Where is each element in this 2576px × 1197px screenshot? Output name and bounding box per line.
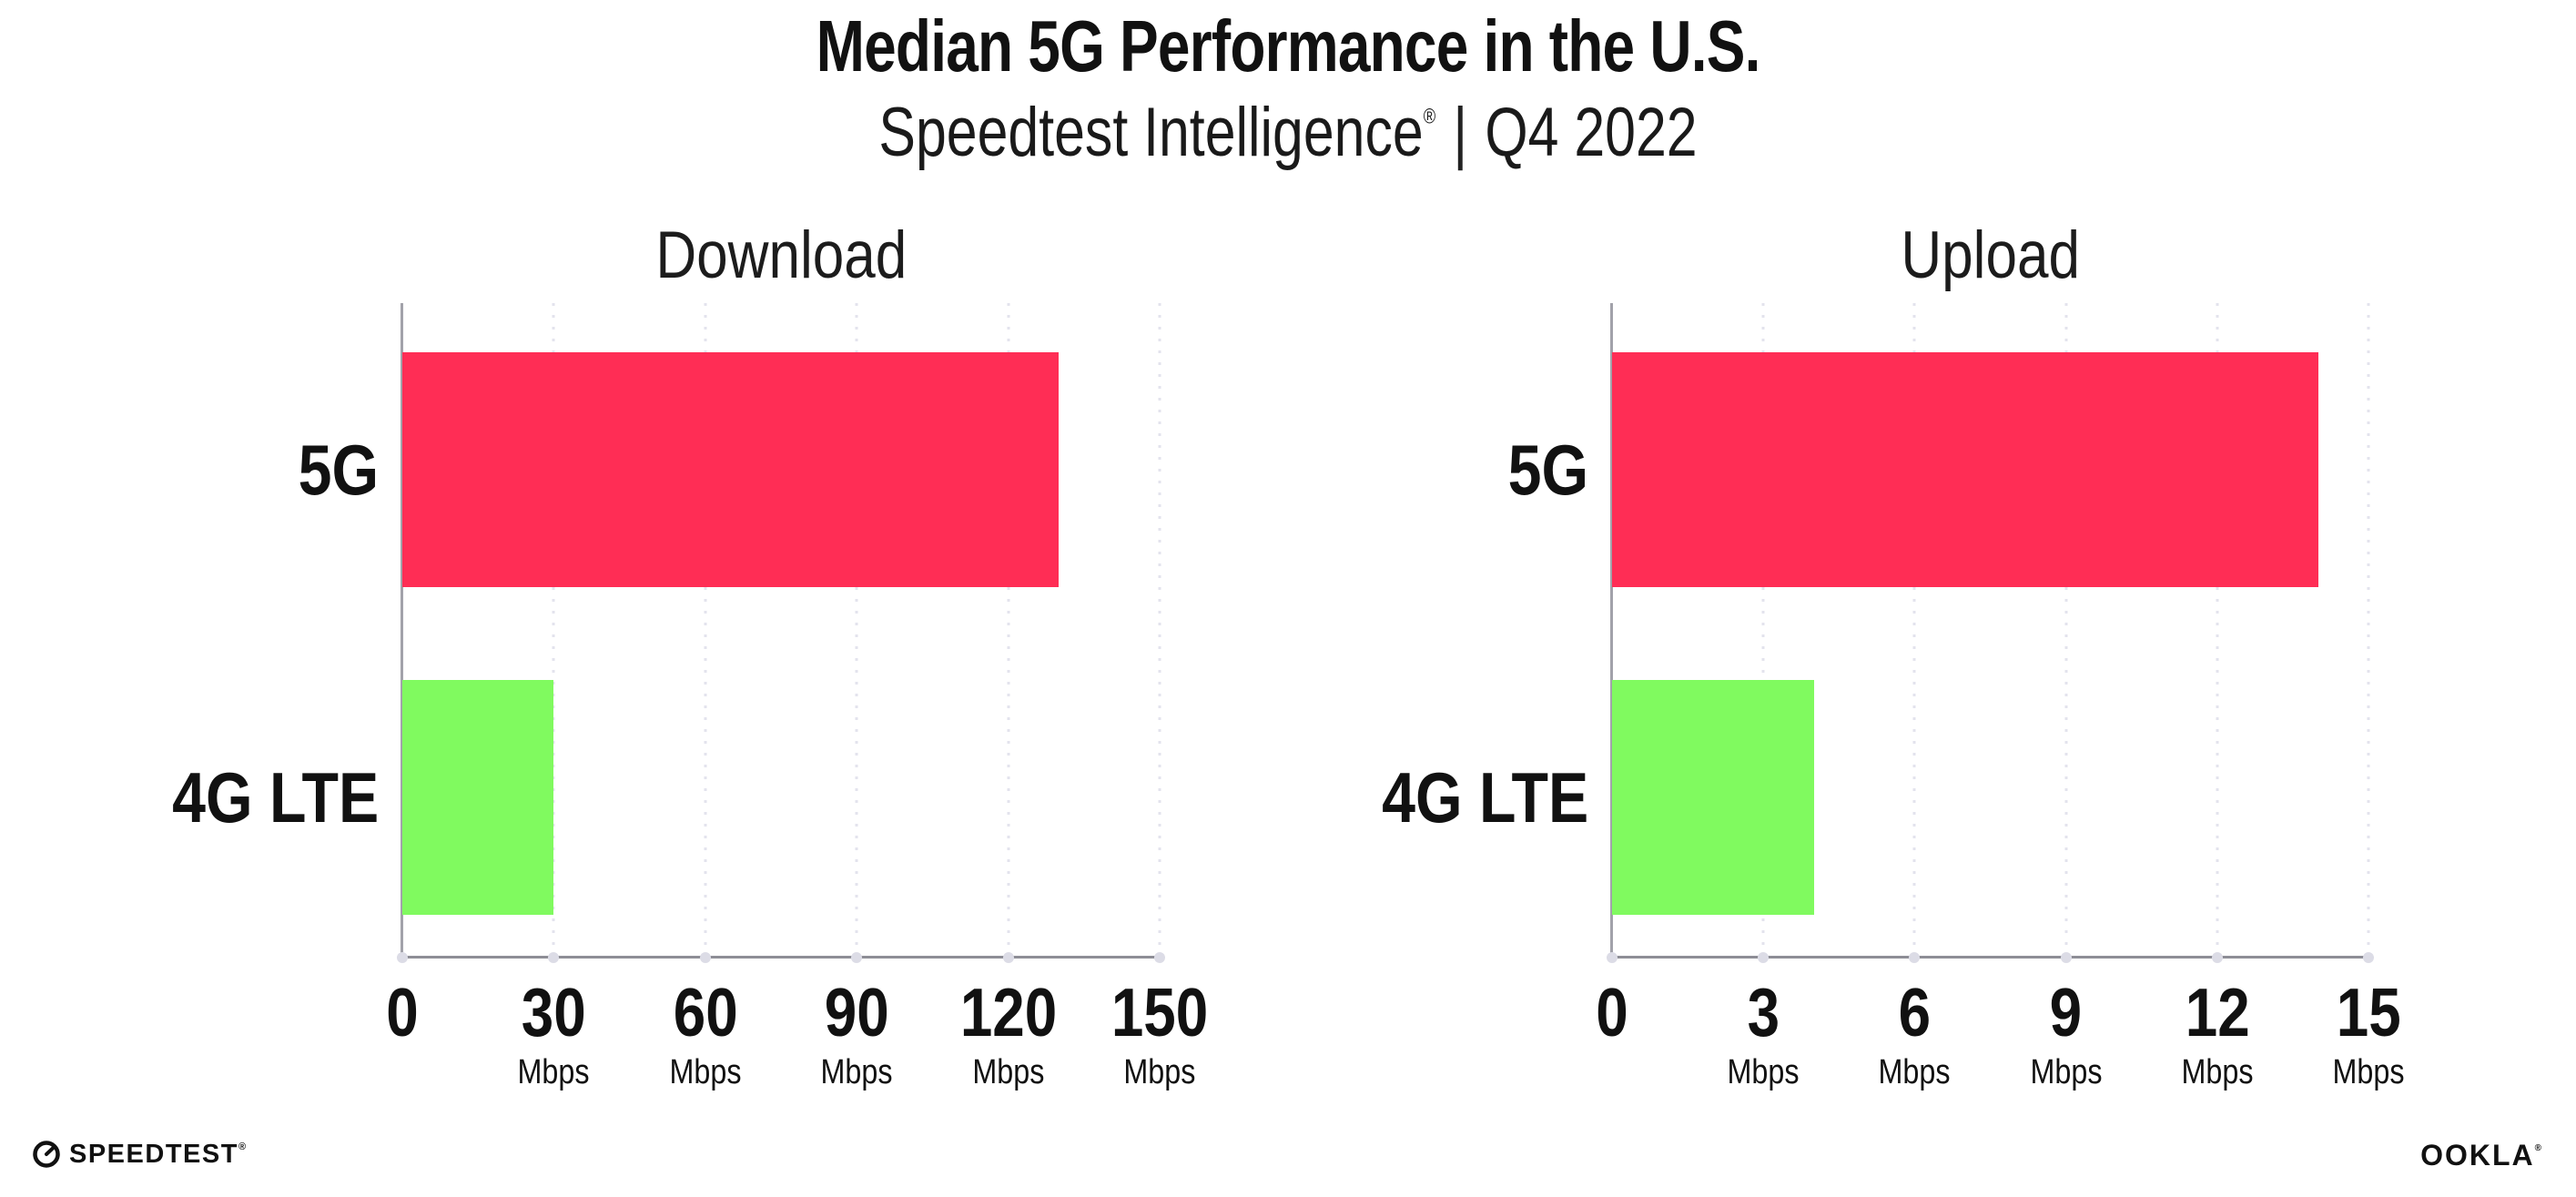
speedtest-logo: SPEEDTEST® <box>32 1140 248 1169</box>
ookla-logo: OOKLA® <box>2420 1141 2543 1170</box>
gridline-3-mbps <box>1761 303 1765 956</box>
x-tick-label-60: 60 Mbps <box>663 979 747 1090</box>
axis-tick-dot <box>1758 952 1770 963</box>
bar-5g-upload <box>1612 352 2318 587</box>
upload-y-axis-line <box>1610 303 1613 959</box>
y-category-label-5g: 5G <box>298 430 379 510</box>
gridline-90-mbps <box>855 303 858 956</box>
download-chart-title-text: Download <box>655 218 907 292</box>
y-category-label-4g-lte: 4G LTE <box>1381 757 1588 837</box>
x-tick-unit: Mbps <box>972 1053 1045 1091</box>
x-tick-unit: Mbps <box>2181 1053 2254 1091</box>
page-title-text: Median 5G Performance in the U.S. <box>816 5 1761 86</box>
x-tick-unit: Mbps <box>669 1053 742 1091</box>
x-tick-label-6: 6 Mbps <box>1872 979 1957 1090</box>
x-tick-label-120: 120 Mbps <box>951 979 1065 1090</box>
x-tick-label-9: 9 Mbps <box>2023 979 2108 1090</box>
gridline-30-mbps <box>552 303 555 956</box>
axis-tick-dot <box>1607 952 1618 963</box>
x-tick-label-30: 30 Mbps <box>512 979 596 1090</box>
x-tick-value: 12 <box>2185 974 2250 1050</box>
page-subtitle-text: Speedtest Intelligence® | Q4 2022 <box>878 98 1697 167</box>
axis-tick-dot <box>1154 952 1165 963</box>
speedtest-label: SPEEDTEST <box>69 1139 238 1169</box>
y-category-label-4g-lte: 4G LTE <box>171 757 379 837</box>
registered-trademark-symbol: ® <box>1423 104 1436 128</box>
x-tick-value: 90 <box>824 974 889 1050</box>
ookla-label: OOKLA <box>2420 1139 2535 1172</box>
x-tick-value: 15 <box>2336 974 2401 1050</box>
gridline-60-mbps <box>704 303 707 956</box>
x-tick-unit: Mbps <box>517 1053 590 1091</box>
x-tick-unit: Mbps <box>2332 1053 2405 1091</box>
x-tick-label-90: 90 Mbps <box>815 979 899 1090</box>
axis-tick-dot <box>1002 952 1014 963</box>
x-tick-unit: Mbps <box>2030 1053 2103 1091</box>
bar-4g-lte-upload <box>1612 680 1814 915</box>
x-tick-value: 3 <box>1747 974 1780 1050</box>
x-tick-unit: Mbps <box>820 1053 893 1091</box>
axis-tick-dot <box>397 952 408 963</box>
x-tick-value: 6 <box>1898 974 1932 1050</box>
x-tick-value: 150 <box>1111 974 1209 1050</box>
x-tick-value: 0 <box>386 974 419 1050</box>
gridline-6-mbps <box>1912 303 1916 956</box>
page-subtitle: Speedtest Intelligence® | Q4 2022 <box>0 98 2576 167</box>
x-tick-label-0: 0 <box>1593 979 1631 1047</box>
axis-tick-dot <box>851 952 863 963</box>
axis-tick-dot <box>2363 952 2374 963</box>
speedtest-gauge-icon <box>33 1141 60 1168</box>
upload-chart-title: Upload <box>1612 222 2368 289</box>
page-title: Median 5G Performance in the U.S. <box>0 10 2576 83</box>
speedtest-wordmark: SPEEDTEST® <box>69 1141 248 1168</box>
subtitle-period: Q4 2022 <box>1485 94 1698 171</box>
x-tick-label-150: 150 Mbps <box>1102 979 1216 1090</box>
subtitle-separator: | <box>1453 94 1468 171</box>
gridline-120-mbps <box>1007 303 1010 956</box>
x-tick-value: 120 <box>959 974 1057 1050</box>
axis-tick-dot <box>2211 952 2223 963</box>
x-tick-label-3: 3 Mbps <box>1721 979 1806 1090</box>
bar-4g-lte-download <box>402 680 554 915</box>
x-tick-unit: Mbps <box>1878 1053 1951 1091</box>
x-tick-value: 30 <box>521 974 586 1050</box>
gridline-9-mbps <box>2064 303 2068 956</box>
axis-tick-dot <box>2060 952 2072 963</box>
upload-x-axis-line <box>1610 956 2370 959</box>
gridline-12-mbps <box>2216 303 2219 956</box>
axis-tick-dot <box>1909 952 1921 963</box>
ookla-wordmark: OOKLA® <box>2420 1139 2543 1172</box>
x-tick-value: 60 <box>673 974 738 1050</box>
download-chart-plot-area: Download 0 30 Mbps 60 Mbps 90 Mbps 120 Mbps 150 Mb… <box>172 222 1208 1090</box>
x-tick-unit: Mbps <box>1727 1053 1800 1091</box>
y-category-label-5g: 5G <box>1507 430 1588 510</box>
x-tick-label-0: 0 <box>383 979 421 1047</box>
x-tick-value: 9 <box>2049 974 2083 1050</box>
subtitle-brand: Speedtest Intelligence <box>878 94 1424 171</box>
gridline-15-mbps <box>2367 303 2370 956</box>
bar-5g-download <box>402 352 1060 587</box>
axis-tick-dot <box>699 952 711 963</box>
download-x-axis-line <box>401 956 1161 959</box>
upload-chart-title-text: Upload <box>1901 218 2080 292</box>
x-tick-label-15: 15 Mbps <box>2327 979 2411 1090</box>
x-tick-unit: Mbps <box>1123 1053 1196 1091</box>
download-y-axis-line <box>401 303 403 959</box>
axis-tick-dot <box>548 952 560 963</box>
gridline-150-mbps <box>1158 303 1161 956</box>
speedtest-registered-mark: ® <box>238 1141 248 1152</box>
download-chart-title: Download <box>402 222 1160 289</box>
ookla-registered-mark: ® <box>2534 1143 2543 1153</box>
x-tick-label-12: 12 Mbps <box>2175 979 2259 1090</box>
x-tick-value: 0 <box>1596 974 1628 1050</box>
upload-chart-plot-area: Upload 0 3 Mbps 6 Mbps 9 Mbps 12 Mbps 15 Mbps 5G 4G … <box>1382 222 2405 1090</box>
